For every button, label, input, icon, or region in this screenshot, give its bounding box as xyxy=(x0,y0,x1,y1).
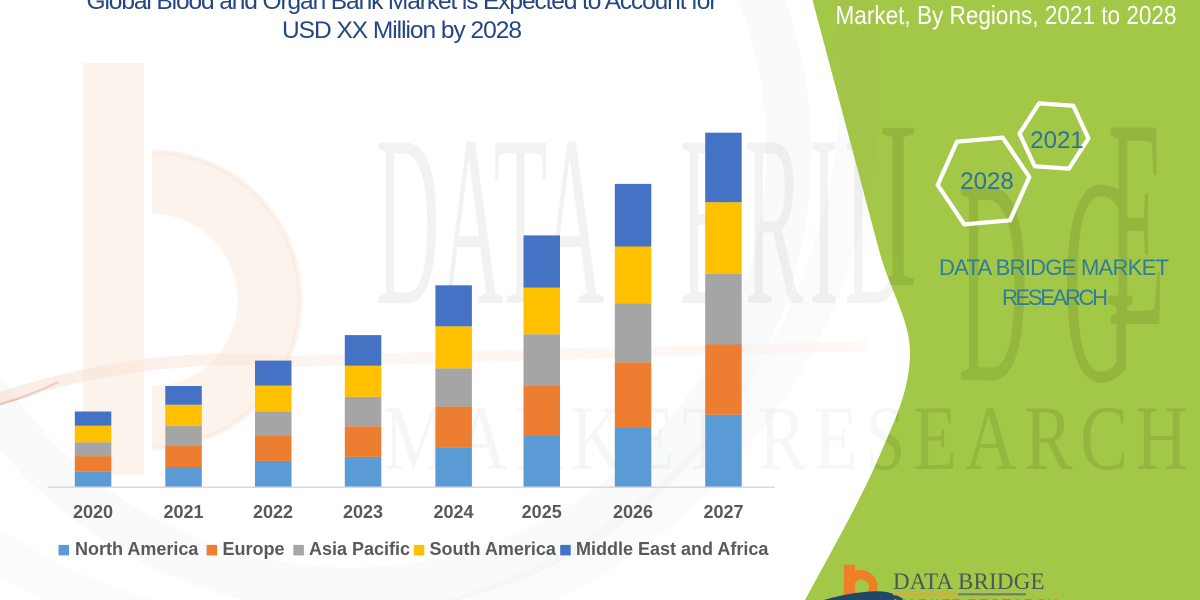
svg-text:DATA BRIDGE: DATA BRIDGE xyxy=(893,569,1045,594)
svg-text:E: E xyxy=(1108,58,1165,390)
svg-text:Global Blood and Organ Bank Ma: Global Blood and Organ Bank Market is Ex… xyxy=(87,0,718,15)
svg-text:G: G xyxy=(1063,118,1135,445)
svg-text:2028: 2028 xyxy=(960,168,1013,195)
svg-text:2022: 2022 xyxy=(253,502,293,522)
svg-text:Market, By Regions, 2021 to 20: Market, By Regions, 2021 to 2028 xyxy=(836,0,1177,30)
svg-text:2024: 2024 xyxy=(433,502,473,522)
svg-text:2020: 2020 xyxy=(73,502,113,522)
svg-text:Europe: Europe xyxy=(223,539,285,559)
svg-text:2021: 2021 xyxy=(1030,127,1083,154)
svg-text:Middle East and Africa: Middle East and Africa xyxy=(576,539,769,559)
svg-text:MARKET RESEARCH: MARKET RESEARCH xyxy=(893,596,1059,600)
svg-text:DATA: DATA xyxy=(376,85,604,356)
svg-text:2025: 2025 xyxy=(522,502,562,522)
svg-text:DATA BRIDGE MARKET: DATA BRIDGE MARKET xyxy=(939,255,1169,280)
svg-text:2023: 2023 xyxy=(343,502,383,522)
svg-text:2021: 2021 xyxy=(163,502,203,522)
svg-text:South America: South America xyxy=(430,539,557,559)
svg-text:Asia Pacific: Asia Pacific xyxy=(309,539,410,559)
svg-text:D: D xyxy=(958,117,1028,445)
svg-text:USD XX Million by 2028: USD XX Million by 2028 xyxy=(282,17,522,44)
svg-text:2026: 2026 xyxy=(613,502,653,522)
svg-text:North America: North America xyxy=(75,539,199,559)
svg-text:RESEARCH: RESEARCH xyxy=(1002,285,1108,310)
svg-text:2027: 2027 xyxy=(703,502,743,522)
